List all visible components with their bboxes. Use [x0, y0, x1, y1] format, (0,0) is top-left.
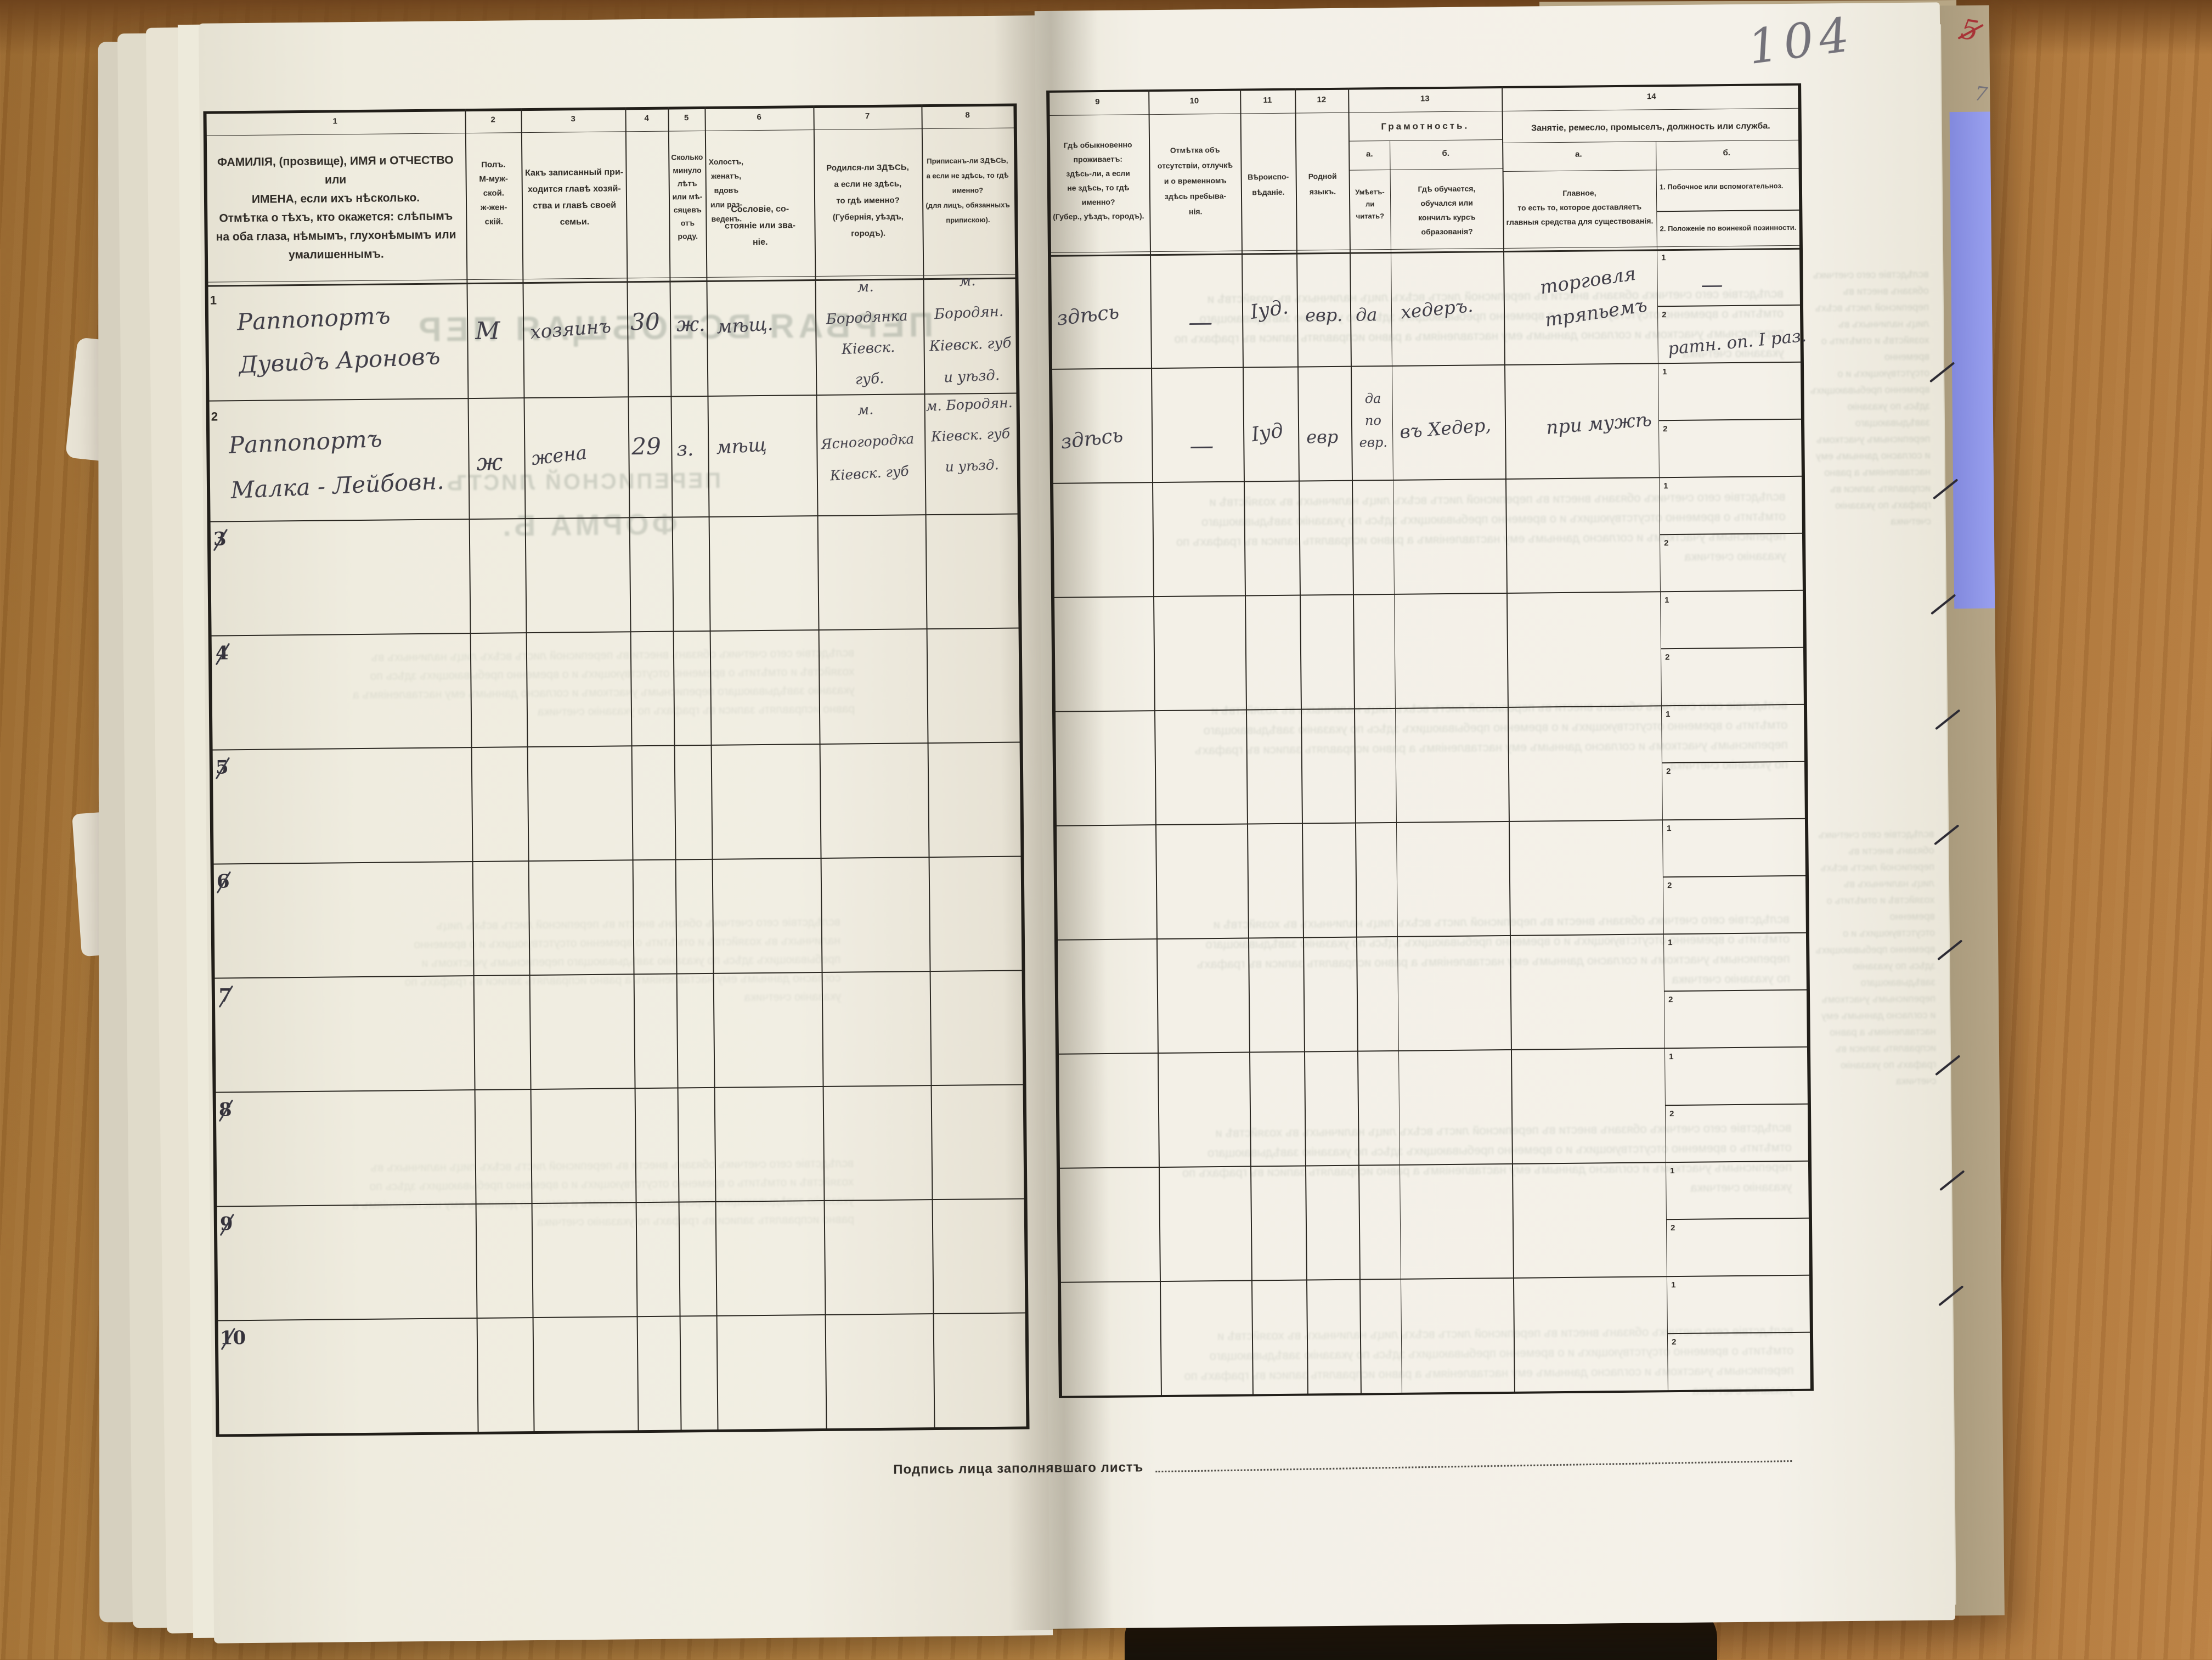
subrow-label: 2 [1672, 1337, 1677, 1347]
header-language-column: Родной языкъ. [1308, 171, 1337, 196]
column-number: 8 [965, 110, 970, 120]
header-birthplace-column: Родился-ли ЗДѢСЬ, а если не здѣсь, то гд… [826, 162, 909, 239]
bleedthrough-form-b: ФОРМА Б. [499, 508, 678, 543]
header-residence-column: Гдѣ обыкновенно проживаетъ: здѣсь-ли, а … [1053, 140, 1144, 221]
subrow-label: 1 [1661, 253, 1666, 263]
entry-estate: мѣщ [715, 434, 768, 459]
entry-birthplace: м. Ясногородка Кіевск. губ [820, 401, 915, 484]
entry-sex: ж [476, 448, 503, 476]
subrow-label: 1 [1670, 1166, 1675, 1176]
header-military-status: 2. Положеніе по воинекой позинности. [1660, 223, 1797, 233]
entry-absence: — [1188, 308, 1213, 337]
column-number: 13 [1420, 94, 1430, 104]
subrow-label: 2 [1667, 881, 1672, 891]
entry-registration: м. Бородян. Кіевск. губ и уѣзд. [926, 394, 1013, 475]
bleedthrough-text: вслѣдствіе сего счетчикъ обязанъ внести … [353, 646, 855, 718]
row-number: 2 [211, 409, 218, 424]
entry-marital: з. [676, 438, 694, 461]
subrow-label: 2 [1662, 310, 1667, 320]
blue-insert-strip [1949, 111, 1995, 609]
bleedthrough-text: вслѣдствіе сего счетчикъ обязанъ внести … [1182, 1121, 1792, 1195]
open-census-book: ПЕРВАЯ ВСЕОБЩАЯ ПЕР ПЕРЕПИСНОЙ ЛИСТЪ ФОР… [91, 0, 2005, 1650]
bleedthrough-text: вслѣдствіе сего счетчикъ обязанъ внести … [1176, 489, 1786, 564]
header-literacy-a-label: а. [1365, 149, 1373, 159]
entry-absence: — [1189, 432, 1214, 460]
header-estate-column: Сословіе, со- стояніе или зва- ніе. [724, 204, 796, 247]
subrow-label: 2 [1669, 1109, 1674, 1119]
entry-side-occupation: — [1701, 272, 1723, 298]
subrow-label: 2 [1666, 767, 1671, 776]
header-absence-column: Отмѣтка объ отсутствіи, отлучкѣ и о врем… [1157, 145, 1233, 216]
column-number: 5 [684, 113, 689, 123]
header-literacy-b-label: б. [1442, 148, 1450, 159]
bleedthrough-text: вслѣдствіе сего счетчикъ обязанъ внести … [404, 915, 842, 1004]
entry-literacy: да по евр. [1359, 391, 1388, 451]
entry-birthplace: м. Бородянка Кіевск. губ. [826, 278, 909, 389]
bleedthrough-text: вслѣдствіе сего счетчикъ обязанъ внести … [352, 1157, 854, 1229]
entry-sex: М [475, 317, 500, 345]
header-main-occupation: Главное, то есть то, которое доставляетъ… [1506, 188, 1654, 227]
header-religion-column: Вѣроиспо- вѣданіе. [1248, 172, 1289, 197]
entry-literacy: да [1355, 304, 1378, 325]
entry-language: евр. [1305, 304, 1343, 326]
entry-registration: м. Бородян. Кіевск. губ и уѣзд. [929, 272, 1012, 386]
header-age-column: Сколько минуло лѣтъ или мѣ- сяцевъ отъ р… [671, 152, 703, 241]
bleedthrough-text: вслѣдствіе сего счетчикъ обязанъ внести … [1197, 912, 1790, 987]
subrow-label: 1 [1664, 595, 1669, 605]
header-occupation-a-label: а. [1575, 149, 1582, 159]
signature-label: Подпись лица заполнявшаго листъ [893, 1460, 1144, 1477]
column-number: 2 [490, 115, 495, 125]
entry-marital: ж. [676, 313, 706, 336]
header-registration-column: Приписанъ-ли ЗДѢСЬ, а если не здѣсь, то … [926, 156, 1010, 224]
column-number: 10 [1189, 96, 1199, 106]
column-number: 6 [757, 112, 761, 122]
column-number: 4 [644, 113, 649, 123]
subrow-label: 2 [1663, 424, 1668, 434]
header-can-read: Умѣетъ- ли читать? [1355, 188, 1385, 221]
subrow-label: 1 [1663, 481, 1668, 491]
subrow-label: 1 [1662, 367, 1667, 377]
column-number: 7 [865, 111, 870, 121]
subrow-label: 1 [1666, 710, 1671, 719]
entry-name: Раппопортъ Малка - Лейбовн. [228, 425, 445, 504]
entry-age: 29 [631, 432, 662, 460]
header-where-educated: Гдѣ обучается, обучался или кончилъ курс… [1418, 184, 1476, 237]
bleedthrough-text: вслѣдствіе сего счетчикъ обязанъ внести … [1815, 828, 1937, 1087]
column-number: 12 [1317, 95, 1327, 105]
subrow-label: 1 [1671, 1280, 1676, 1290]
subrow-label: 1 [1667, 824, 1672, 834]
bleedthrough-text: вслѣдствіе сего счетчикъ обязанъ внести … [1810, 268, 1931, 527]
subrow-label: 1 [1669, 1052, 1674, 1062]
header-side-occupation: 1. Побочное или вспомогательноз. [1659, 182, 1784, 192]
header-relation-column: Какъ записанный при- ходится главѣ хозяй… [524, 167, 624, 227]
header-occupation-b-label: б. [1723, 148, 1731, 158]
column-number: 11 [1263, 95, 1272, 105]
header-literacy-group: Грамотность. [1381, 120, 1470, 132]
subrow-label: 2 [1665, 652, 1670, 662]
column-number: 3 [571, 114, 575, 124]
column-number: 9 [1095, 97, 1100, 107]
row-number: 1 [210, 293, 217, 307]
entry-name: Раппопортъ Дувидъ Ароновъ [236, 302, 441, 379]
entry-estate: мѣщ. [716, 313, 774, 339]
header-sex-column: Полъ. М-муж- ской. ж-жен- скій. [479, 160, 508, 227]
entry-age: 30 [630, 308, 660, 336]
entry-religion: Іуд [1250, 419, 1285, 447]
header-name-column: ФАМИЛІЯ, (прозвище), ИМЯ и ОТЧЕСТВО или … [216, 154, 456, 262]
subrow-label: 2 [1671, 1223, 1675, 1233]
subrow-label: 2 [1664, 538, 1669, 548]
subrow-label: 2 [1668, 995, 1673, 1005]
entry-language: евр [1306, 426, 1339, 448]
subrow-label: 1 [1668, 938, 1673, 948]
